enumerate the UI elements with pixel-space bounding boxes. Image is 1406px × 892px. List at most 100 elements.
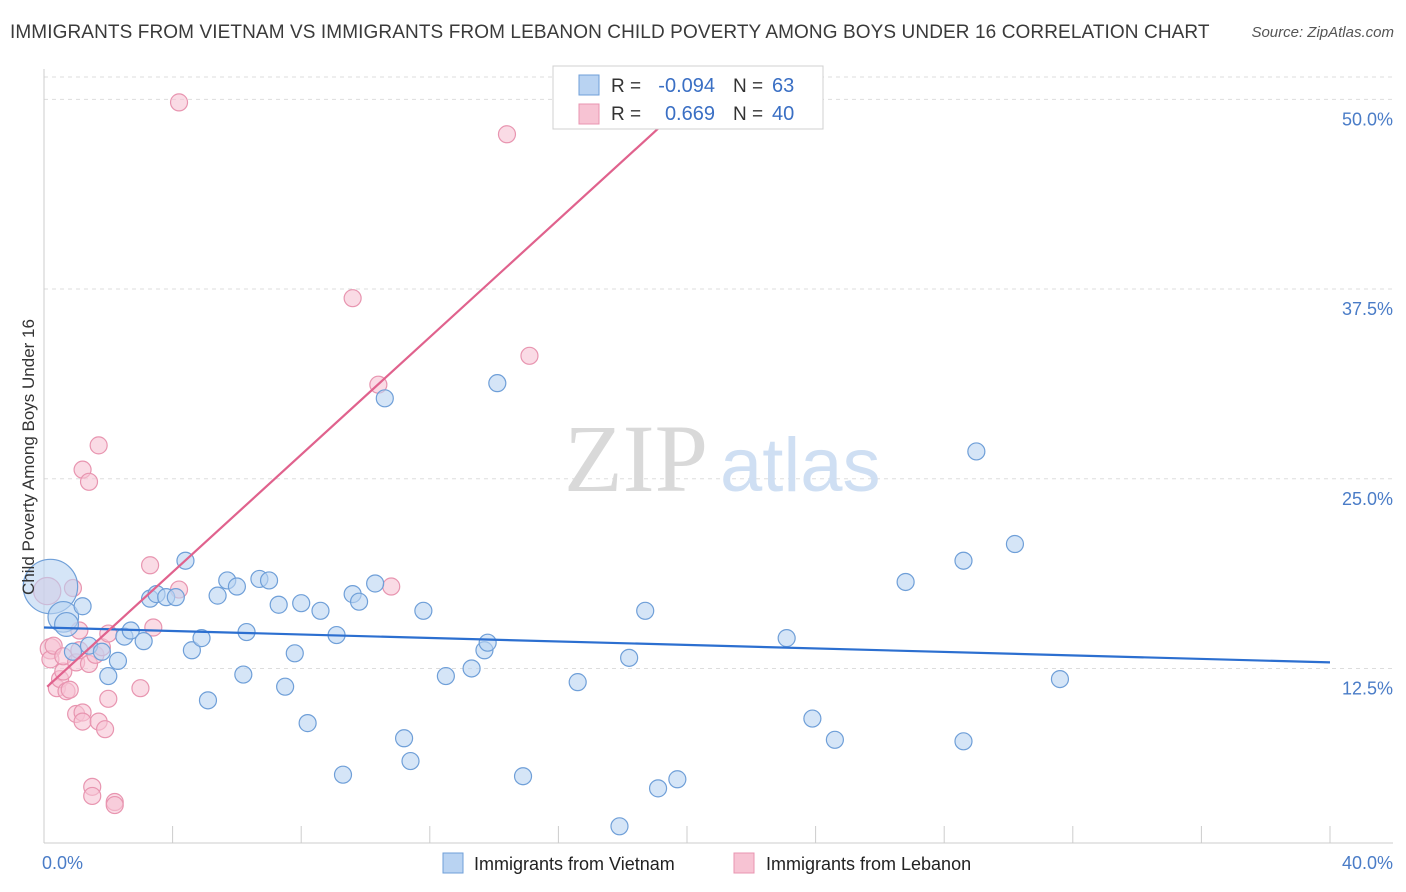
vietnam-point-7: [99, 666, 118, 686]
vietnam-point-36: [349, 592, 369, 611]
vietnam-point-51: [636, 601, 655, 620]
vietnam-point-52: [648, 779, 668, 798]
legend-n-value-lebanon: 40: [772, 103, 794, 125]
x-tick-label-1: 40.0%: [1342, 853, 1393, 873]
vietnam-point-39: [394, 729, 414, 748]
vietnam-point-46: [488, 374, 507, 393]
chart-title: IMMIGRANTS FROM VIETNAM VS IMMIGRANTS FR…: [10, 22, 1210, 43]
lebanon-point-9: [60, 680, 79, 699]
lebanon-point-38: [382, 577, 401, 596]
lebanon-point-33: [144, 618, 163, 637]
watermark-zip: ZIP: [564, 405, 708, 512]
legend-n-label-vietnam: N =: [733, 76, 763, 97]
vietnam-point-57: [896, 572, 915, 592]
tick-labels: 12.5% 25.0% 37.5% 50.0% 0.0% 40.0%: [42, 109, 1393, 873]
legend-bottom-swatch-lebanon: [733, 852, 755, 874]
watermark: ZIP atlas: [564, 405, 881, 512]
vietnam-point-37: [366, 574, 385, 593]
legend-n-value-vietnam: 63: [772, 75, 794, 97]
vietnam-point-2: [54, 611, 80, 637]
series-vietnam-points: [22, 374, 1070, 836]
vietnam-point-31: [298, 714, 317, 733]
trendline-vietnam: [43, 626, 1331, 664]
y-tick-label-0: 12.5%: [1342, 678, 1393, 698]
lebanon-point-31: [131, 679, 150, 698]
legend-bottom-swatch-vietnam: [442, 852, 464, 874]
lebanon-point-16: [73, 712, 92, 731]
legend-swatch-lebanon: [578, 103, 600, 125]
legend-bottom-label-lebanon: Immigrants from Lebanon: [766, 854, 971, 874]
vietnam-point-49: [610, 817, 629, 836]
y-tick-label-1: 25.0%: [1342, 489, 1393, 509]
series-lebanon-points: [33, 93, 539, 815]
lebanon-point-26: [95, 720, 115, 739]
trendlines: [43, 95, 1331, 688]
lebanon-point-32: [140, 556, 160, 575]
lebanon-point-27: [99, 624, 118, 643]
vietnam-point-48: [568, 673, 587, 692]
axes: [43, 69, 1393, 844]
lebanon-point-18: [79, 472, 99, 491]
vietnam-point-30: [292, 594, 311, 613]
y-tick-label-3: 50.0%: [1342, 109, 1393, 129]
vietnam-point-8: [108, 651, 128, 670]
vietnam-point-60: [967, 442, 986, 461]
vietnam-point-58: [954, 551, 973, 570]
vietnam-point-42: [436, 666, 455, 686]
vietnam-point-6: [92, 642, 111, 661]
vietnam-point-20: [208, 586, 227, 605]
vietnam-point-59: [954, 732, 973, 751]
watermark-atlas: atlas: [720, 423, 881, 508]
lebanon-point-30: [105, 795, 124, 815]
legend-swatch-vietnam: [578, 74, 600, 96]
vietnam-point-61: [1005, 534, 1025, 554]
legend-r-value-lebanon: 0.669: [665, 103, 715, 125]
lebanon-point-40: [520, 346, 539, 365]
y-tick-label-2: 37.5%: [1342, 299, 1393, 319]
vietnam-point-45: [478, 633, 497, 652]
vietnam-point-18: [192, 629, 211, 648]
legend-n-label-lebanon: N =: [733, 104, 763, 125]
vietnam-point-17: [182, 641, 201, 660]
vietnam-point-15: [166, 588, 185, 607]
lebanon-point-36: [343, 289, 362, 308]
vietnam-point-4: [63, 642, 83, 661]
lebanon-point-21: [83, 786, 102, 806]
y-axis-label: Child Poverty Among Boys Under 16: [19, 319, 38, 595]
vietnam-point-34: [333, 765, 353, 784]
vietnam-point-55: [803, 709, 822, 728]
vietnam-point-19: [198, 691, 218, 710]
vietnam-point-29: [285, 644, 304, 663]
vietnam-point-11: [134, 632, 153, 651]
vietnam-point-22: [227, 577, 246, 596]
vietnam-point-38: [375, 389, 394, 408]
chart-source: Source: ZipAtlas.com: [1251, 24, 1394, 41]
vietnam-point-23: [234, 665, 253, 684]
vietnam-point-56: [825, 730, 844, 749]
legend-stats: R = -0.094 N = 63 R = 0.669 N = 40: [552, 65, 824, 130]
vietnam-point-54: [777, 629, 796, 648]
legend-r-label-vietnam: R =: [611, 76, 641, 97]
x-tick-label-0: 0.0%: [42, 853, 83, 873]
vietnam-point-47: [513, 767, 533, 786]
lebanon-point-39: [497, 125, 517, 144]
legend-series: Immigrants from Vietnam Immigrants from …: [442, 852, 971, 874]
lebanon-point-24: [89, 436, 108, 455]
gridlines: [44, 76, 1393, 669]
vietnam-point-28: [276, 677, 295, 696]
vietnam-point-27: [269, 595, 288, 614]
legend-r-value-vietnam: -0.094: [658, 75, 715, 97]
trendline-lebanon: [46, 95, 695, 688]
legend-bottom-label-vietnam: Immigrants from Vietnam: [474, 854, 675, 874]
lebanon-point-28: [99, 689, 118, 708]
vietnam-point-32: [311, 601, 330, 620]
vietnam-point-43: [462, 659, 481, 678]
legend-r-label-lebanon: R =: [611, 104, 641, 125]
vietnam-point-26: [259, 571, 279, 590]
lebanon-point-35: [169, 93, 189, 112]
vietnam-point-41: [414, 601, 433, 620]
vietnam-point-40: [401, 751, 420, 771]
vietnam-point-50: [620, 648, 639, 667]
vietnam-point-3: [73, 597, 92, 616]
